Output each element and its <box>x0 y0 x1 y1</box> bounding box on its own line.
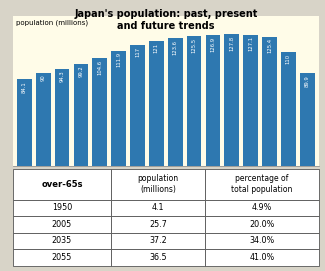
Bar <box>13 200 111 216</box>
Text: 104.6: 104.6 <box>97 60 102 75</box>
Text: percentage of
total population: percentage of total population <box>231 174 293 194</box>
Bar <box>55 69 69 166</box>
Bar <box>92 58 107 166</box>
Bar <box>243 35 258 166</box>
Text: 127.1: 127.1 <box>248 36 253 51</box>
Text: 4.1: 4.1 <box>152 204 164 212</box>
Bar <box>13 233 111 249</box>
Text: 2005: 2005 <box>52 220 72 229</box>
Text: 4.9%: 4.9% <box>252 204 272 212</box>
Text: 99.2: 99.2 <box>78 65 84 77</box>
Bar <box>205 200 318 216</box>
Bar <box>111 216 205 233</box>
Bar <box>73 64 88 166</box>
Text: 2055: 2055 <box>52 253 72 262</box>
Bar <box>111 169 205 200</box>
Text: over-65s: over-65s <box>41 180 83 189</box>
Text: 36.5: 36.5 <box>149 253 167 262</box>
Text: 127.8: 127.8 <box>229 36 234 51</box>
Bar <box>13 249 111 266</box>
Bar <box>205 249 318 266</box>
Text: 20.0%: 20.0% <box>249 220 275 229</box>
Text: 41.0%: 41.0% <box>249 253 275 262</box>
Bar <box>262 37 277 166</box>
Bar <box>205 233 318 249</box>
Text: 94.3: 94.3 <box>59 70 65 82</box>
Bar <box>187 36 202 166</box>
Text: 25.7: 25.7 <box>149 220 167 229</box>
Bar <box>111 200 205 216</box>
Bar <box>111 249 205 266</box>
Text: 123.6: 123.6 <box>173 40 178 55</box>
Text: population
(millions): population (millions) <box>137 174 179 194</box>
Bar <box>205 169 318 200</box>
Bar <box>36 73 50 166</box>
Bar <box>205 216 318 233</box>
Text: Japan's population: past, present
and future trends: Japan's population: past, present and fu… <box>74 9 257 31</box>
Text: 89.9: 89.9 <box>305 75 310 86</box>
Bar <box>17 79 32 166</box>
Text: population (millions): population (millions) <box>16 19 88 26</box>
Text: 34.0%: 34.0% <box>249 236 275 246</box>
Bar <box>111 233 205 249</box>
Bar <box>224 34 239 166</box>
Text: 37.2: 37.2 <box>149 236 167 246</box>
Text: 1950: 1950 <box>52 204 72 212</box>
Text: 125.4: 125.4 <box>267 38 272 53</box>
Bar <box>281 53 296 166</box>
Text: 111.9: 111.9 <box>116 52 121 67</box>
Bar <box>168 38 183 166</box>
Bar <box>13 169 111 200</box>
Text: 84.1: 84.1 <box>22 81 27 93</box>
Text: 2035: 2035 <box>52 236 72 246</box>
Bar <box>300 73 315 166</box>
Bar <box>149 41 164 166</box>
Text: 121: 121 <box>154 43 159 53</box>
Text: 90: 90 <box>41 75 46 82</box>
Text: 110: 110 <box>286 54 291 64</box>
Text: 126.9: 126.9 <box>210 37 215 52</box>
Bar <box>111 50 126 166</box>
Bar <box>13 216 111 233</box>
Bar <box>205 35 220 166</box>
Text: 117: 117 <box>135 47 140 57</box>
Bar <box>130 45 145 166</box>
Text: 125.5: 125.5 <box>191 38 197 53</box>
